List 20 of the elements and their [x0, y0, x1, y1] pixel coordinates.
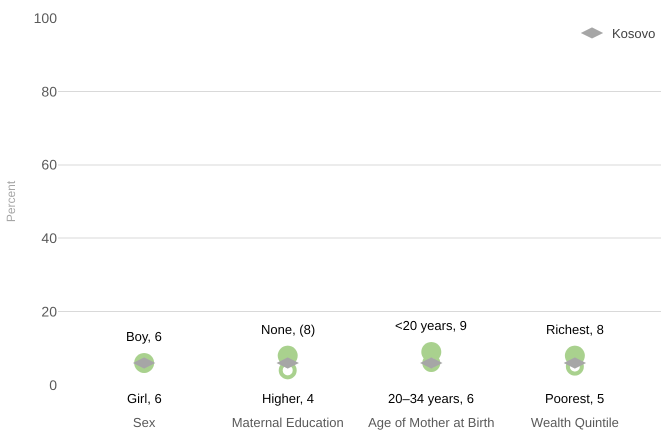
x-tick-label: Sex — [132, 415, 156, 430]
y-axis-title: Percent — [4, 180, 18, 222]
y-tick-label: 80 — [41, 83, 58, 100]
data-label: Boy, 6 — [126, 329, 162, 344]
y-tick-label: 100 — [34, 10, 58, 26]
y-tick-label: 40 — [41, 230, 58, 246]
x-tick-label: Maternal Education — [232, 415, 344, 430]
text: Girl, 6 — [127, 391, 162, 406]
x-tick-label: Wealth Quintile — [530, 415, 619, 430]
y-tick-label: 0 — [49, 376, 58, 393]
data-label: Poorest, 5 — [545, 391, 604, 406]
y-tick-label: 60 — [41, 156, 58, 173]
data-label: <20 years, 9 — [395, 318, 467, 333]
y-tick-label: 20 — [41, 304, 58, 320]
data-label: Higher, 4 — [262, 391, 314, 406]
data-label: 20–34 years, 6 — [388, 391, 474, 406]
legend-label: Kosovo — [612, 26, 656, 42]
data-label: None, (8) — [261, 322, 316, 337]
x-tick-label: Age of Mother at Birth — [368, 415, 495, 430]
data-label: Richest, 8 — [546, 322, 604, 337]
